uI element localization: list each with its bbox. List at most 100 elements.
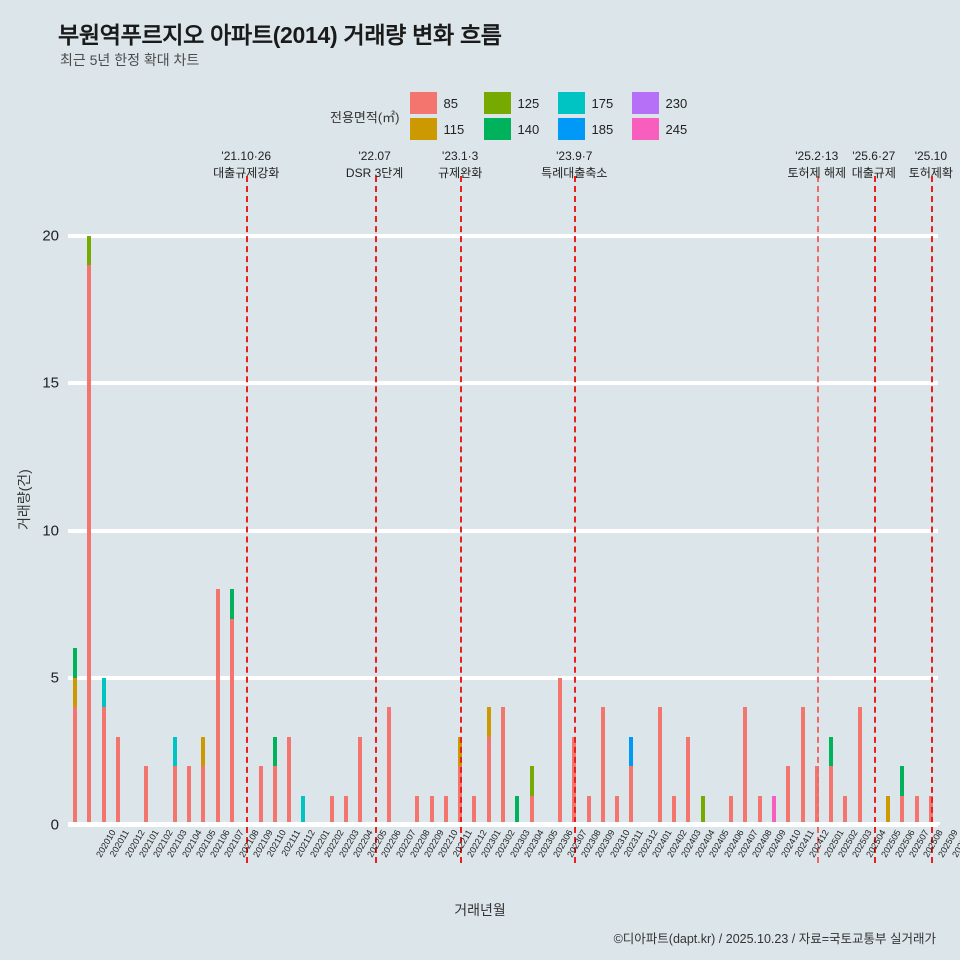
bar-segment-115 [201,736,206,767]
bar-column[interactable] [529,766,534,825]
legend-items: 85 115 125 140 175 185 230 245 [409,92,692,140]
bar-column[interactable] [73,648,78,825]
event-label-text: 대출규제강화 [213,166,280,180]
y-axis-title: 거래량(건) [16,469,32,530]
bar-column[interactable] [600,707,605,825]
event-label-text: 토허제확 [908,166,953,180]
bar-column[interactable] [558,677,563,825]
bar-column[interactable] [657,707,662,825]
bar-column[interactable] [172,736,177,825]
bar-column[interactable] [144,766,149,825]
event-annotation-202506: '25.6·27 대출규제 [852,148,896,182]
event-annotation-202110: '21.10·26 대출규제강화 [213,148,279,182]
bar-column[interactable] [700,795,705,825]
bar-column[interactable] [586,795,591,825]
bar-segment-85 [386,707,391,825]
bar-column[interactable] [914,795,919,825]
legend-item-185[interactable]: 185 [557,118,618,140]
event-date: '23.9·7 [556,149,593,163]
bar-column[interactable] [101,677,106,825]
legend-label: 230 [665,95,688,111]
bar-column[interactable] [287,736,292,825]
bar-segment-85 [358,736,363,825]
bar-column[interactable] [515,795,520,825]
bar-segment-85 [501,707,505,825]
bar-segment-85 [757,795,762,825]
bar-segment-85 [729,795,734,825]
bar-segment-85 [829,766,834,825]
legend-item-245[interactable]: 245 [631,118,692,140]
legend-item-175[interactable]: 175 [557,92,618,114]
bar-column[interactable] [272,736,277,825]
legend-swatch-icon [557,92,585,114]
bar-segment-125 [529,766,534,796]
legend-swatch-icon [409,92,437,114]
bar-column[interactable] [115,736,120,825]
event-annotation-202309: '23.9·7 특례대출축소 [541,148,607,182]
bar-column[interactable] [686,736,691,825]
bar-column[interactable] [829,736,834,825]
legend-item-115[interactable]: 115 [409,118,470,140]
bar-column[interactable] [230,589,235,825]
legend-item-140[interactable]: 140 [483,118,544,140]
bar-column[interactable] [729,795,734,825]
bar-segment-85 [743,707,748,825]
bar-column[interactable] [843,795,848,825]
bar-column[interactable] [672,795,677,825]
legend-label: 115 [443,121,465,137]
bar-segment-115 [486,707,491,737]
bar-segment-115 [73,677,78,708]
bar-segment-85 [800,707,805,825]
bar-column[interactable] [429,795,434,825]
bar-column[interactable] [87,236,92,825]
bar-column[interactable] [771,795,776,825]
bar-segment-140 [900,766,905,796]
bar-column[interactable] [358,736,363,825]
bar-column[interactable] [201,736,206,825]
bar-column[interactable] [329,795,334,825]
event-annotation-202510: '25.10 토허제확 [909,148,953,182]
bar-column[interactable] [757,795,762,825]
event-line-202506 [873,176,876,863]
page-subtitle: 최근 5년 한정 확대 차트 [60,52,200,68]
bar-segment-85 [586,795,591,825]
bar-segment-85 [857,707,862,825]
x-axis-title: 거래년월 [454,902,506,918]
bar-segment-85 [73,707,78,825]
bar-segment-85 [187,766,192,825]
bar-column[interactable] [786,766,791,825]
bar-column[interactable] [857,707,862,825]
legend-swatch-icon [483,118,511,140]
bar-segment-85 [329,795,334,825]
legend-swatch-icon [557,118,585,140]
bar-column[interactable] [258,766,263,825]
bar-column[interactable] [886,795,891,825]
legend-swatch-icon [409,118,437,140]
legend-item-125[interactable]: 125 [483,92,544,114]
bar-column[interactable] [486,707,491,825]
bar-column[interactable] [187,766,192,825]
y-tick-label: 10 [42,522,59,539]
bar-column[interactable] [386,707,391,825]
bar-column[interactable] [443,795,448,825]
bar-column[interactable] [344,795,349,825]
bar-column[interactable] [743,707,748,825]
page-title: 부원역푸르지오 아파트(2014) 거래량 변화 흐름 [58,22,502,48]
bar-segment-85 [672,795,677,825]
bar-segment-85 [144,766,149,825]
bar-column[interactable] [472,795,477,825]
bar-column[interactable] [215,589,220,825]
bar-segment-85 [629,766,634,825]
legend-item-230[interactable]: 230 [631,92,692,114]
bar-segment-85 [272,766,277,825]
bar-column[interactable] [415,795,420,825]
bar-column[interactable] [800,707,805,825]
bar-column[interactable] [900,766,905,825]
bar-column[interactable] [629,736,634,825]
legend-item-85[interactable]: 85 [409,92,470,114]
bar-column[interactable] [501,707,505,825]
bar-column[interactable] [301,795,306,825]
bar-segment-85 [843,795,848,825]
bar-column[interactable] [615,795,620,825]
y-tick-label: 0 [50,816,59,834]
